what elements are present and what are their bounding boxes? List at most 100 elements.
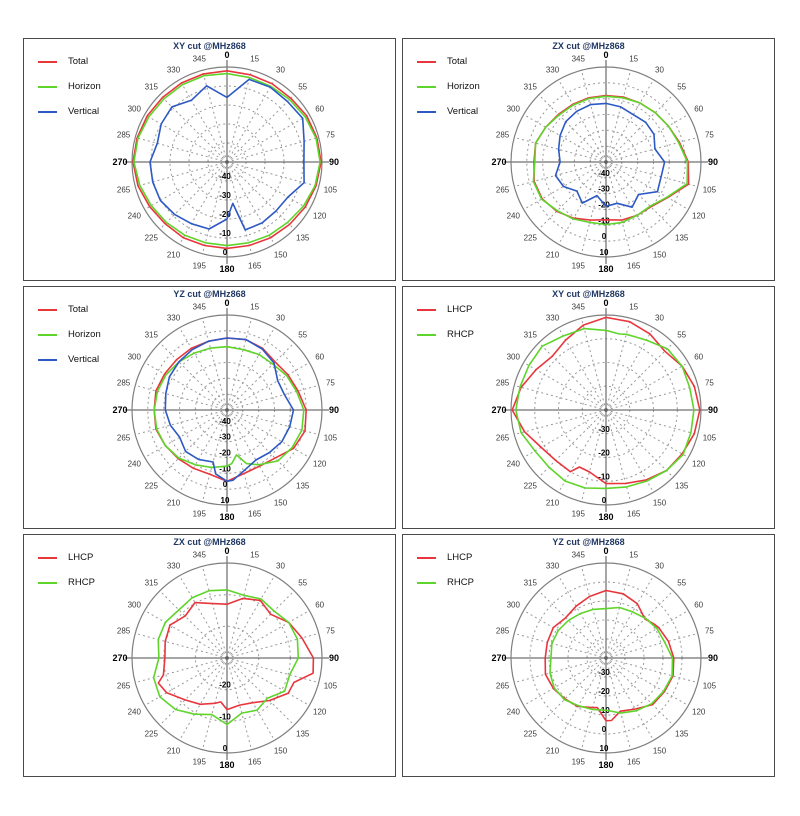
angle-label: 345 bbox=[572, 55, 586, 64]
radius-label: -20 bbox=[219, 210, 231, 219]
legend-swatch-total bbox=[38, 60, 57, 63]
legend-item: Vertical bbox=[38, 105, 101, 118]
angle-label: 60 bbox=[315, 105, 324, 114]
series-rhcp bbox=[515, 327, 695, 490]
angle-label: 150 bbox=[274, 747, 288, 756]
chart-panel-zx-thv: ZX cut @MHz868 Total Horizon Vertical 0 15 3… bbox=[402, 38, 775, 281]
legend-item: LHCP bbox=[38, 551, 95, 564]
radius-label: -30 bbox=[598, 185, 610, 194]
legend-swatch-vertical bbox=[38, 110, 57, 113]
radius-label: -30 bbox=[219, 191, 231, 200]
angle-label: 165 bbox=[248, 509, 262, 518]
chart-title: YZ cut @MHz868 bbox=[552, 537, 625, 547]
angle-label: 240 bbox=[507, 460, 521, 469]
angle-label: 270 bbox=[491, 157, 506, 167]
chart-title: YZ cut @MHz868 bbox=[173, 289, 246, 299]
angle-label: 30 bbox=[655, 313, 664, 322]
chart-panel-zx-lhcp-rhcp: ZX cut @MHz868 LHCP RHCP 0 15 30 55 60 75 90 105… bbox=[23, 534, 396, 777]
angle-label: 180 bbox=[219, 264, 234, 274]
angle-label: 210 bbox=[546, 499, 560, 508]
legend-item: Vertical bbox=[38, 353, 101, 366]
angle-label: 165 bbox=[627, 757, 641, 766]
angle-label: 135 bbox=[296, 730, 310, 739]
series-total bbox=[533, 94, 690, 221]
angle-label: 330 bbox=[546, 65, 560, 74]
radius-label: -40 bbox=[598, 169, 610, 178]
angle-label: 55 bbox=[298, 578, 307, 587]
angle-label: 165 bbox=[627, 509, 641, 518]
angle-label: 180 bbox=[219, 512, 234, 522]
angle-label: 30 bbox=[276, 65, 285, 74]
angle-label: 345 bbox=[193, 303, 207, 312]
angle-label: 240 bbox=[128, 460, 142, 469]
angle-label: 345 bbox=[193, 55, 207, 64]
legend-item: Total bbox=[417, 55, 480, 68]
angle-label: 0 bbox=[603, 546, 608, 556]
angle-label: 0 bbox=[603, 50, 608, 60]
legend-swatch-horizon bbox=[417, 85, 436, 88]
angle-label: 60 bbox=[694, 353, 703, 362]
angle-label: 210 bbox=[546, 251, 560, 260]
legend-item: RHCP bbox=[417, 576, 474, 589]
angle-label: 270 bbox=[112, 405, 127, 415]
radius-labels: -40 -30 -20 -10 0 bbox=[219, 172, 231, 257]
angle-label: 135 bbox=[675, 234, 689, 243]
angle-label: 55 bbox=[298, 330, 307, 339]
legend-swatch-horizon bbox=[38, 85, 57, 88]
angle-label: 90 bbox=[329, 653, 339, 663]
legend-label: LHCP bbox=[68, 552, 94, 563]
angle-label: 165 bbox=[627, 261, 641, 270]
angle-labels: 0 15 30 55 60 75 90 105 120 135 150 165 180 195 210 225… bbox=[112, 50, 339, 274]
angle-label: 210 bbox=[167, 747, 181, 756]
legend-label: Vertical bbox=[68, 106, 100, 117]
angle-label: 315 bbox=[145, 578, 159, 587]
chart-panel-xy-thv: XY cut @MHz868 Total Horizon Vertical 0 15 3… bbox=[23, 38, 396, 281]
angle-label: 105 bbox=[324, 682, 338, 691]
angle-label: 270 bbox=[112, 157, 127, 167]
angle-label: 60 bbox=[315, 353, 324, 362]
angle-label: 90 bbox=[708, 157, 718, 167]
angle-labels: 0 15 30 55 60 75 90 105 120 135 150 165 180 195 210 225… bbox=[112, 298, 339, 522]
angle-label: 180 bbox=[598, 512, 613, 522]
angle-label: 165 bbox=[248, 261, 262, 270]
chart-title: XY cut @MHz868 bbox=[552, 289, 625, 299]
angle-label: 285 bbox=[117, 130, 131, 139]
series-horizon bbox=[532, 95, 689, 226]
angle-label: 60 bbox=[315, 601, 324, 610]
angle-label: 195 bbox=[193, 261, 207, 270]
legend-swatch-vertical bbox=[38, 358, 57, 361]
polar-grid bbox=[125, 556, 329, 760]
legend-label: Total bbox=[68, 304, 89, 315]
angle-label: 105 bbox=[703, 186, 717, 195]
legend-label: Vertical bbox=[68, 354, 100, 365]
angle-label: 135 bbox=[296, 482, 310, 491]
radius-labels: -20 -10 0 bbox=[219, 681, 231, 753]
angle-label: 265 bbox=[117, 434, 131, 443]
series-vertical bbox=[149, 78, 305, 231]
polar-plot: 0 15 30 55 60 75 90 105 120 135 150 165 180 195 210 225… bbox=[491, 298, 718, 522]
angle-label: 60 bbox=[694, 601, 703, 610]
legend-label: Total bbox=[68, 56, 89, 67]
angle-labels: 0 15 30 55 60 75 90 105 120 135 150 165 180 195 210 225… bbox=[491, 50, 718, 274]
angle-label: 75 bbox=[705, 130, 714, 139]
angle-label: 75 bbox=[705, 626, 714, 635]
series-rhcp bbox=[549, 606, 674, 714]
angle-label: 300 bbox=[507, 601, 521, 610]
series-horizon bbox=[153, 345, 305, 469]
angle-label: 75 bbox=[326, 378, 335, 387]
chart-legend: Total Horizon Vertical bbox=[38, 55, 101, 130]
radius-label: -10 bbox=[219, 712, 231, 721]
legend-label: LHCP bbox=[447, 552, 473, 563]
angle-label: 265 bbox=[117, 186, 131, 195]
angle-label: 285 bbox=[117, 626, 131, 635]
legend-label: Total bbox=[447, 56, 468, 67]
radius-labels: -40 -30 -20 -10 0 10 bbox=[219, 417, 231, 505]
angle-label: 300 bbox=[128, 353, 142, 362]
radius-label: 10 bbox=[600, 744, 609, 753]
angle-label: 105 bbox=[324, 186, 338, 195]
polar-grid bbox=[504, 308, 708, 512]
angle-label: 240 bbox=[507, 708, 521, 717]
angle-label: 330 bbox=[546, 313, 560, 322]
angle-label: 330 bbox=[167, 313, 181, 322]
